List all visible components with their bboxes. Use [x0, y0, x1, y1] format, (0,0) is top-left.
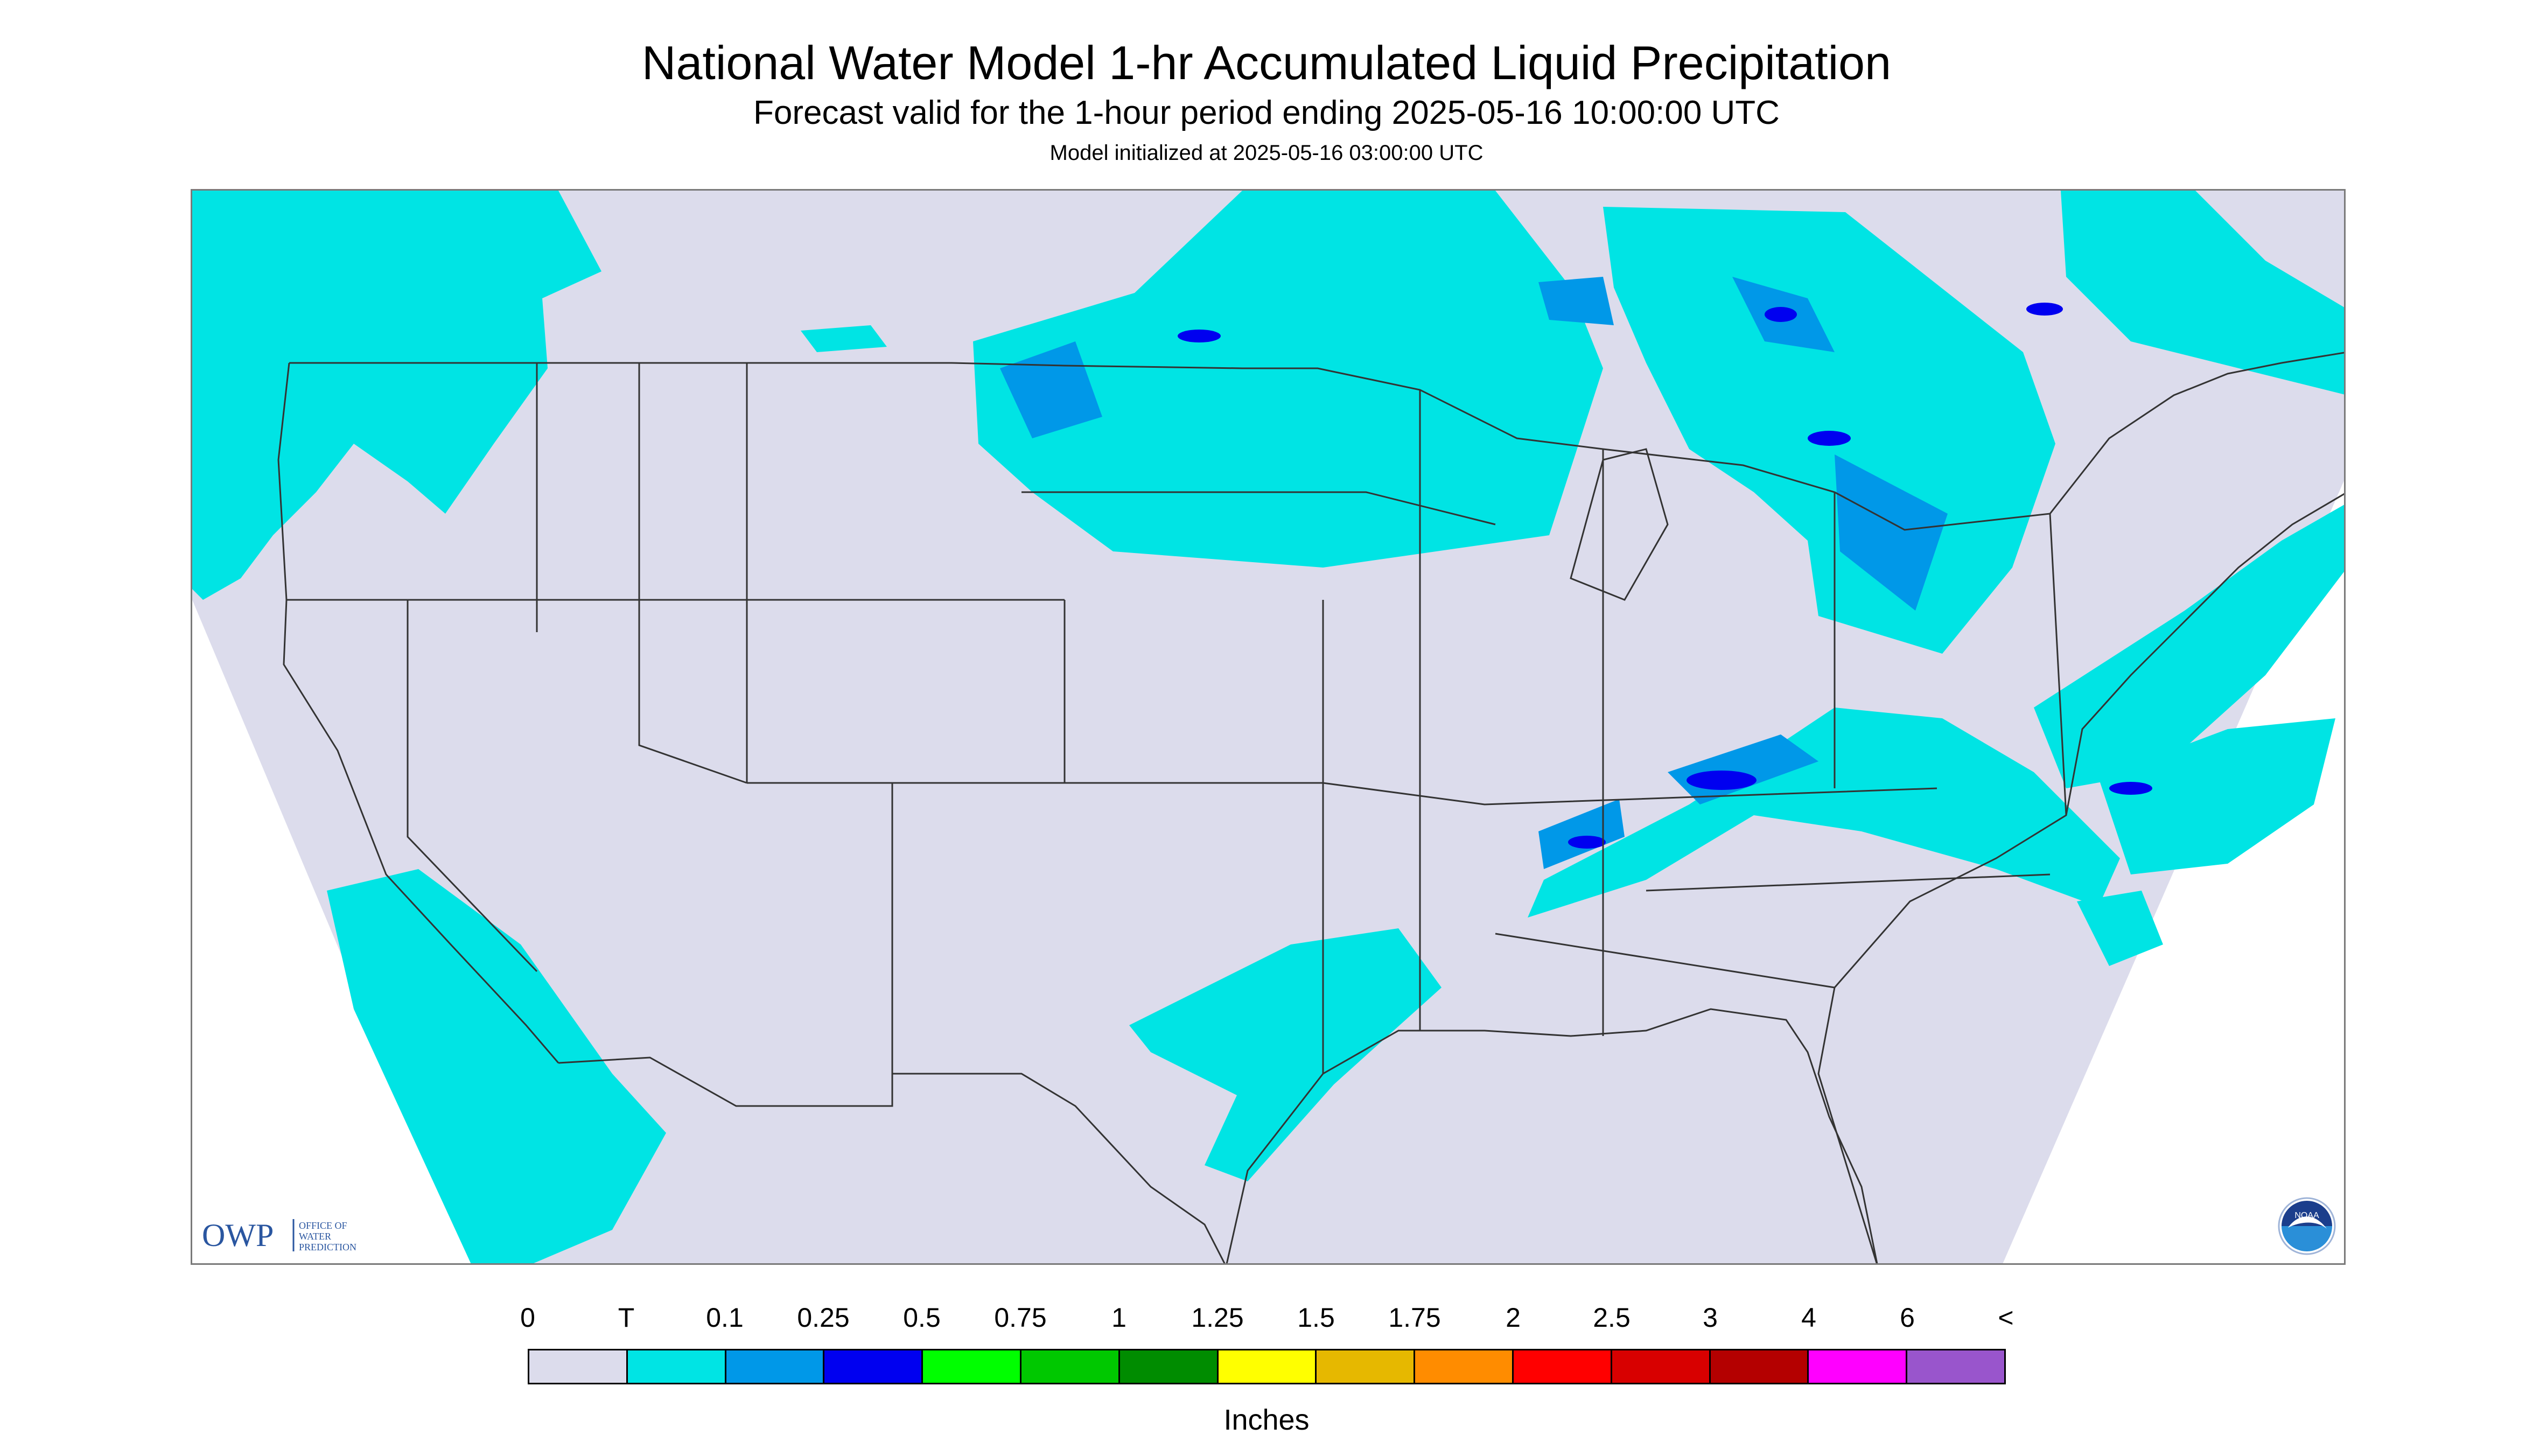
great-lakes-band [1603, 207, 2055, 654]
northern-plains-precip [973, 191, 1603, 568]
noaa-logo: NOAA [2277, 1196, 2336, 1256]
state-line-14 [407, 600, 538, 972]
owp-line2: WATER [299, 1231, 331, 1242]
state-boundaries [277, 352, 2344, 1263]
legend-color-bar [528, 1349, 2006, 1384]
michigan-moderate-precip [1835, 454, 1948, 611]
heavy-cell-superior [1178, 330, 1221, 342]
legend-swatch [1710, 1350, 1809, 1383]
legend-swatch [923, 1350, 1021, 1383]
precipitation-map: OWP OFFICE OF WATER PREDICTION NOAA [191, 189, 2346, 1265]
map-canvas [192, 191, 2344, 1263]
lake-michigan [1570, 448, 1669, 601]
legend-swatch [726, 1350, 825, 1383]
owp-line1: OFFICE OF [299, 1220, 347, 1231]
noaa-logo-graphic: NOAA [2278, 1197, 2336, 1255]
trace-precip-areas [192, 191, 2344, 1263]
heavy-cell-ontario [1765, 307, 1797, 322]
legend-tick-label: 3 [1703, 1303, 1718, 1333]
legend-tick-label: 1 [1111, 1303, 1126, 1333]
map-subtitle: Forecast valid for the 1-hour period end… [753, 94, 1780, 131]
state-line-10 [1495, 933, 1835, 989]
noaa-logo-text: NOAA [2294, 1211, 2319, 1220]
owp-logo: OWP OFFICE OF WATER PREDICTION [202, 1213, 374, 1256]
legend-tick-label: T [618, 1303, 635, 1333]
northeast-offshore-precip [2034, 505, 2344, 788]
legend-tick-label: 1.5 [1297, 1303, 1335, 1333]
map-title: National Water Model 1-hr Accumulated Li… [641, 36, 1892, 89]
legend-swatch [1612, 1350, 1711, 1383]
us-mexico-border [558, 1056, 1226, 1263]
heavy-precip-areas [1178, 303, 2152, 849]
east-coastline [1817, 493, 2344, 1263]
heavy-cell-atlantic [2109, 782, 2152, 795]
legend-swatch [1021, 1350, 1120, 1383]
southeast-canada-precip [2061, 191, 2344, 395]
legend-tick-label: 2 [1506, 1303, 1521, 1333]
legend-tick-label: 0 [520, 1303, 535, 1333]
legend-swatch [1317, 1350, 1416, 1383]
legend-tick-label: 4 [1801, 1303, 1816, 1333]
legend-tick-label: 2.5 [1593, 1303, 1631, 1333]
state-line-2 [1021, 491, 1496, 526]
owp-line3: PREDICTION [299, 1242, 356, 1252]
legend-swatch [1218, 1350, 1317, 1383]
legend-swatch [1907, 1350, 2004, 1383]
legend-swatch [1415, 1350, 1514, 1383]
legend-tick-label: 1.25 [1191, 1303, 1244, 1333]
atlantic-offshore-precip [2098, 718, 2335, 874]
heavy-cell-arkansas [1568, 836, 1606, 849]
west-coast [277, 362, 559, 1063]
gulf-coast-precip [1129, 928, 1442, 1181]
legend-tick-labels: 0 T 0.1 0.25 0.5 0.75 1 1.25 1.5 1.75 2 2.5 3 4 6 < [503, 1302, 2030, 1340]
owp-logo-graphic: OWP OFFICE OF WATER PREDICTION [202, 1217, 356, 1253]
us-canada-border [289, 352, 2344, 531]
legend-tick-label: < [1998, 1303, 2014, 1333]
legend-swatch [627, 1350, 726, 1383]
state-line-9 [1646, 873, 2051, 892]
heavy-cell-kentucky [1687, 771, 1757, 790]
legend-swatch [824, 1350, 923, 1383]
state-line-12 [2049, 513, 2067, 816]
state-line-13 [638, 363, 747, 784]
montana-precip [801, 325, 887, 352]
owp-abbrev: OWP [202, 1217, 274, 1253]
state-line-3 [747, 782, 1937, 806]
socal-offshore-precip [327, 869, 666, 1263]
heavy-cell-huron [1808, 431, 1851, 446]
legend-swatch [1119, 1350, 1219, 1383]
legend-swatch [1809, 1350, 1908, 1383]
model-init-text: Model initialized at 2025-05-16 03:00:00… [1049, 141, 1484, 165]
legend-tick-label: 0.75 [994, 1303, 1047, 1333]
legend-tick-label: 0.25 [797, 1303, 850, 1333]
legend-units-label: Inches [1223, 1404, 1310, 1436]
mid-atlantic-precip [2077, 891, 2163, 966]
legend-tick-label: 1.75 [1388, 1303, 1441, 1333]
legend-tick-label: 0.1 [706, 1303, 744, 1333]
legend-swatch [1513, 1350, 1612, 1383]
legend-tick-label: 0.5 [903, 1303, 941, 1333]
legend-tick-label: 6 [1900, 1303, 1915, 1333]
legend-swatch [529, 1350, 628, 1383]
southern-mw-band [1528, 708, 2120, 918]
superior-moderate-precip [1538, 277, 1614, 325]
pacific-northwest-precip [192, 191, 601, 600]
heavy-cell-quebec [2026, 303, 2063, 316]
